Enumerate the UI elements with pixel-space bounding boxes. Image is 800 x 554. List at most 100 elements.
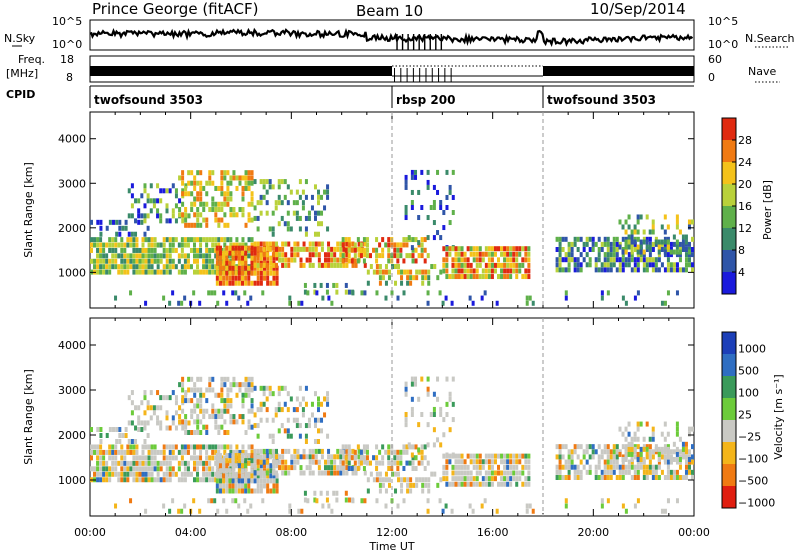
velocity-cell <box>208 455 212 461</box>
velocity-cell <box>174 410 178 416</box>
power-cell <box>208 253 212 259</box>
velocity-cell <box>111 460 115 466</box>
velocity-cell <box>460 453 464 459</box>
velocity-cell <box>205 424 209 430</box>
velocity-cell <box>336 448 340 454</box>
velocity-cell <box>666 469 670 475</box>
velocity-cell <box>226 392 230 398</box>
power-cell <box>645 214 649 220</box>
velocity-cell <box>439 406 443 412</box>
velocity-cell <box>630 464 634 470</box>
power-cell <box>211 207 215 213</box>
power-cell <box>666 267 670 273</box>
power-cell <box>320 194 324 200</box>
velocity-cell <box>615 475 619 480</box>
velocity-cell <box>381 460 385 466</box>
velocity-cell <box>439 412 443 417</box>
velocity-cell <box>564 498 568 504</box>
power-cell <box>406 280 410 286</box>
velocity-cell <box>162 449 166 455</box>
colorbar-swatch <box>722 206 736 228</box>
power-cell <box>124 225 128 231</box>
power-cell <box>196 269 200 275</box>
velocity-cell <box>493 459 497 465</box>
velocity-cell <box>114 444 118 450</box>
velocity-cell <box>606 469 610 475</box>
velocity-cell <box>130 439 134 444</box>
velocity-cell <box>433 471 437 477</box>
velocity-cell <box>567 459 571 465</box>
velocity-cell <box>177 466 181 472</box>
velocity-cell <box>196 424 200 430</box>
power-cell <box>159 198 163 204</box>
power-cell <box>220 201 224 207</box>
velocity-cell <box>681 475 685 480</box>
velocity-cell <box>205 408 209 414</box>
velocity-cell <box>118 439 122 444</box>
velocity-cell <box>138 471 142 477</box>
power-cell <box>214 185 218 191</box>
velocity-cell <box>478 459 482 465</box>
velocity-cell <box>225 463 229 469</box>
power-cell <box>266 270 270 276</box>
power-cell <box>293 252 297 258</box>
power-cell <box>600 262 604 268</box>
power-cell <box>515 274 519 280</box>
velocity-cell <box>657 464 661 470</box>
velocity-cell <box>521 453 525 459</box>
velocity-cell <box>448 391 452 397</box>
power-cell <box>527 274 531 280</box>
velocity-cell <box>135 471 139 477</box>
power-cell <box>521 274 525 280</box>
velocity-cell <box>609 459 613 465</box>
velocity-cell <box>250 458 254 464</box>
velocity-cell <box>454 459 458 465</box>
power-cell <box>220 217 224 223</box>
power-cell <box>259 241 263 247</box>
velocity-cell <box>313 417 317 423</box>
power-cell <box>177 242 181 248</box>
power-cell <box>243 290 247 296</box>
velocity-cell <box>275 470 279 476</box>
power-cell <box>256 246 260 252</box>
power-cell <box>302 262 306 268</box>
velocity-cell <box>624 446 628 452</box>
velocity-cell <box>396 503 400 509</box>
power-cell <box>165 247 169 253</box>
velocity-cell <box>603 469 607 475</box>
power-cell <box>223 237 227 243</box>
power-cell <box>339 252 343 258</box>
velocity-cell <box>609 469 613 475</box>
velocity-cell <box>280 385 284 391</box>
power-cell <box>237 260 241 266</box>
power-cell <box>573 267 577 273</box>
velocity-cell <box>633 446 637 452</box>
velocity-cell <box>162 477 166 483</box>
velocity-cell <box>215 458 219 464</box>
velocity-cell <box>460 470 464 476</box>
velocity-cell <box>247 419 251 425</box>
velocity-cell <box>500 459 504 465</box>
velocity-cell <box>636 436 640 442</box>
power-cell <box>618 244 622 250</box>
power-cell <box>420 253 424 259</box>
power-cell <box>411 253 415 259</box>
power-cell <box>129 237 133 243</box>
power-cell <box>469 251 473 257</box>
velocity-cell <box>648 464 652 470</box>
power-cell <box>365 237 369 243</box>
velocity-cell <box>438 498 442 504</box>
power-cell <box>487 262 491 268</box>
velocity-cell <box>448 427 452 433</box>
power-cell <box>579 262 583 268</box>
velocity-cell <box>289 433 293 439</box>
power-cell <box>214 212 218 218</box>
velocity-cell <box>184 390 188 396</box>
power-cell <box>247 180 251 186</box>
power-cell <box>268 226 272 232</box>
power-cell <box>687 262 691 268</box>
velocity-cell <box>149 405 153 411</box>
power-cell <box>630 234 634 240</box>
velocity-cell <box>126 449 130 455</box>
power-cell <box>241 245 244 251</box>
